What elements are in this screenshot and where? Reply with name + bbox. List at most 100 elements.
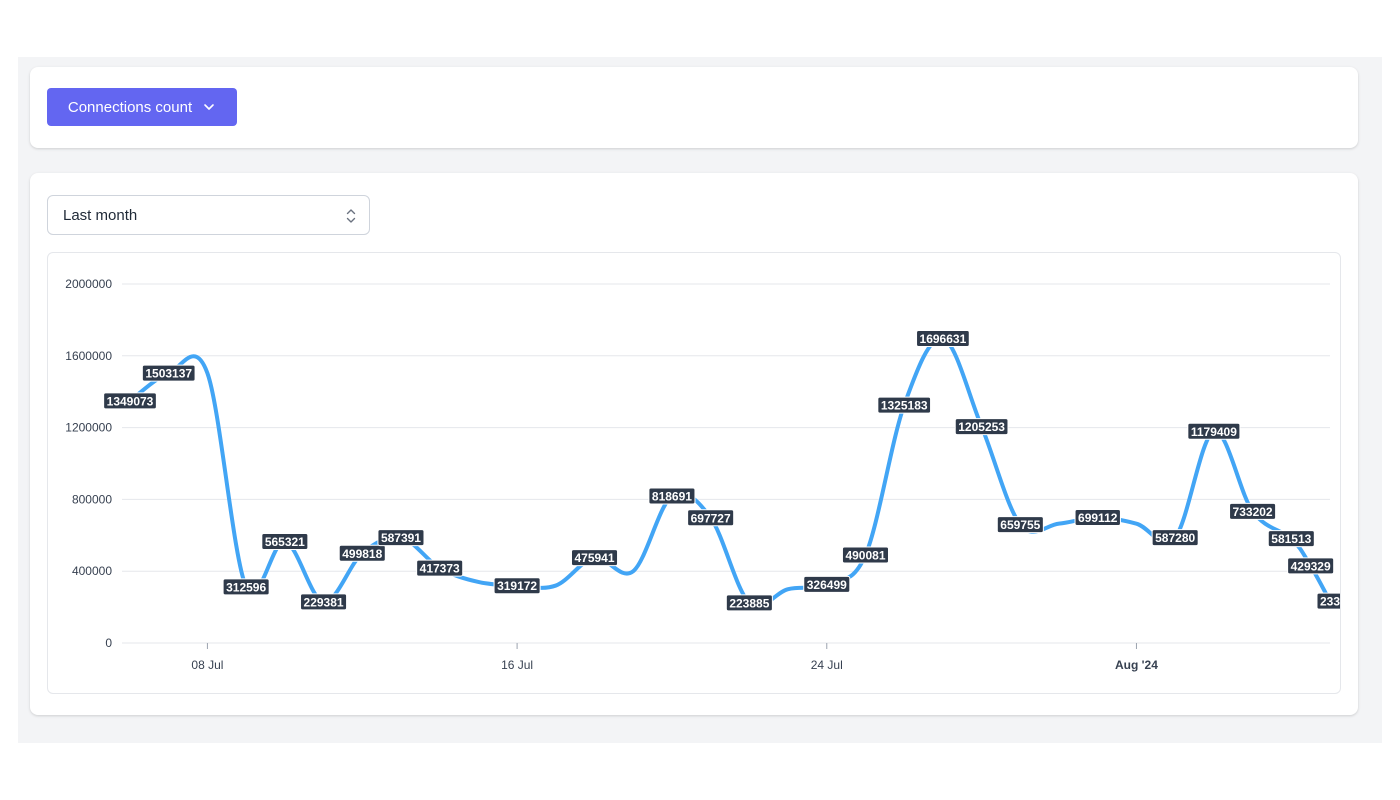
data-label-text: 499818 — [342, 547, 382, 561]
data-label-text: 1325183 — [881, 399, 928, 413]
data-label-text: 326499 — [807, 578, 847, 592]
data-label-text: 417373 — [420, 562, 460, 576]
x-tick-label: 24 Jul — [811, 658, 843, 672]
data-label-text: 1179409 — [1191, 425, 1237, 439]
data-label-text: 312596 — [226, 580, 266, 594]
data-label-box — [1187, 422, 1241, 440]
y-tick-label: 400000 — [72, 564, 112, 578]
data-label-box — [841, 546, 890, 564]
data-label: 659755 — [996, 516, 1044, 534]
data-label: 565321 — [261, 533, 309, 551]
up-down-chevron-icon — [346, 209, 356, 223]
data-label: 818691 — [648, 487, 696, 505]
data-label-box — [338, 544, 386, 562]
data-label: 490081 — [841, 546, 890, 564]
x-tick-label: 08 Jul — [191, 658, 223, 672]
data-label-text: 699112 — [1078, 511, 1118, 525]
data-label-text: 1696631 — [920, 332, 967, 346]
data-label: 699112 — [1074, 509, 1121, 527]
chart-card: Last month 0 400000 800000 1200000 1600000 20… — [30, 173, 1358, 715]
y-tick-label: 1200000 — [65, 421, 112, 435]
data-label: 1325183 — [877, 396, 932, 414]
data-label: 1205253 — [954, 418, 1009, 436]
data-label-box — [1267, 530, 1315, 548]
toolbar-card: Connections count — [30, 67, 1358, 148]
data-label-box — [1287, 557, 1335, 575]
data-label: 233 — [1316, 592, 1340, 610]
data-label-text: 565321 — [265, 535, 305, 549]
data-label-box — [570, 549, 619, 567]
data-label-box — [103, 392, 157, 410]
data-label: 326499 — [803, 575, 851, 593]
data-label-text: 1503137 — [145, 367, 192, 381]
data-label-text: 429329 — [1291, 559, 1331, 573]
data-label-box — [648, 487, 696, 505]
y-tick-label: 0 — [105, 636, 112, 650]
data-label-box — [996, 516, 1044, 534]
data-label-box — [416, 559, 464, 577]
data-label: 1503137 — [141, 364, 196, 382]
data-label-box — [493, 577, 541, 595]
data-label-box — [803, 575, 851, 593]
data-label-box — [141, 364, 196, 382]
data-label: 499818 — [338, 544, 386, 562]
data-label-box — [954, 418, 1009, 436]
data-label-text: 697727 — [691, 511, 731, 525]
data-label-box — [377, 529, 425, 547]
data-label-box — [300, 593, 348, 611]
data-label-text: 233 — [1320, 595, 1340, 609]
data-label-text: 1349073 — [107, 394, 154, 408]
data-label-text: 475941 — [574, 551, 614, 565]
data-label-box — [877, 396, 932, 414]
data-label-box — [261, 533, 309, 551]
chart-svg: 0 400000 800000 1200000 1600000 2000000 08 Jul… — [65, 277, 1340, 672]
data-label: 697727 — [687, 509, 735, 527]
data-label-box — [916, 329, 970, 347]
data-label: 1179409 — [1187, 422, 1241, 440]
data-label: 429329 — [1287, 557, 1335, 575]
metric-dropdown-label: Connections count — [67, 98, 193, 116]
series-line — [128, 336, 1332, 609]
data-label-box — [1316, 592, 1340, 610]
date-range-label: Last month — [63, 206, 138, 224]
data-label: 417373 — [416, 559, 464, 577]
data-label: 319172 — [493, 577, 541, 595]
data-label-text: 581513 — [1271, 532, 1311, 546]
data-label: 223885 — [725, 594, 773, 612]
y-tick-label: 800000 — [72, 492, 112, 506]
y-tick-label: 1600000 — [65, 349, 112, 363]
data-label: 475941 — [570, 549, 619, 567]
data-label-box — [687, 509, 735, 527]
data-label-text: 229381 — [304, 595, 344, 609]
x-tick-label: 16 Jul — [501, 658, 533, 672]
date-range-select[interactable]: Last month — [47, 195, 370, 235]
data-label-text: 733202 — [1233, 505, 1273, 519]
data-label-text: 818691 — [652, 490, 692, 504]
data-label: 587280 — [1151, 529, 1199, 547]
data-label-box — [1074, 509, 1121, 527]
y-tick-label: 2000000 — [65, 277, 112, 291]
data-label-box — [1229, 502, 1277, 520]
data-label: 587391 — [377, 529, 425, 547]
chevron-down-icon — [204, 104, 214, 110]
data-label-text: 490081 — [845, 549, 885, 563]
data-label-text: 319172 — [497, 579, 537, 593]
line-chart: 0 400000 800000 1200000 1600000 2000000 08 Jul… — [47, 252, 1341, 694]
data-label-text: 659755 — [1000, 518, 1040, 532]
dashboard-canvas: Connections count Last month 0 400000 8000… — [18, 57, 1382, 743]
data-label: 229381 — [300, 593, 348, 611]
data-label-text: 587280 — [1155, 531, 1195, 545]
data-label-box — [725, 594, 773, 612]
data-label: 581513 — [1267, 530, 1315, 548]
data-label-box — [1151, 529, 1199, 547]
data-label: 1696631 — [916, 329, 970, 347]
data-label-box — [222, 578, 270, 596]
data-label: 312596 — [222, 578, 270, 596]
data-label-text: 587391 — [381, 531, 421, 545]
data-label: 1349073 — [103, 392, 157, 410]
data-label-text: 1205253 — [958, 420, 1005, 434]
metric-dropdown-button[interactable]: Connections count — [47, 88, 237, 126]
x-tick-label: Aug '24 — [1115, 658, 1158, 672]
data-label: 733202 — [1229, 502, 1277, 520]
data-label-text: 223885 — [729, 596, 769, 610]
